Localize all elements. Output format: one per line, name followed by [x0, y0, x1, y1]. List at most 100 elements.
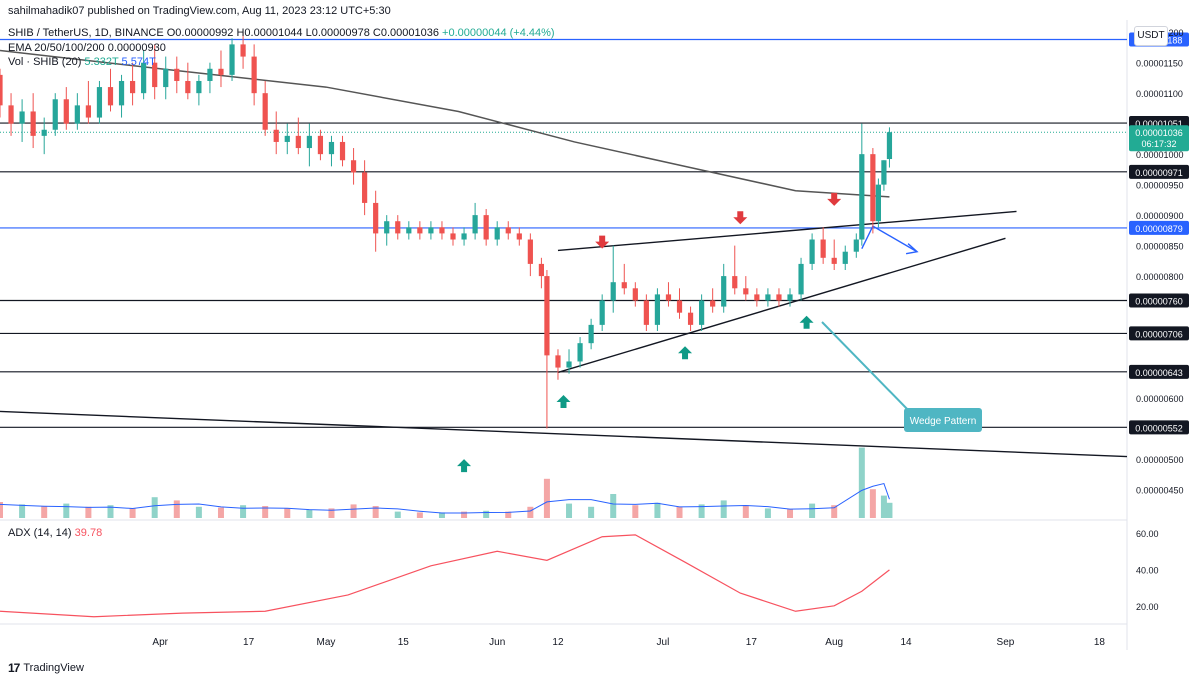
- candle-72: [787, 288, 793, 307]
- volume-bar-19: [416, 512, 423, 518]
- volume-bar-22: [483, 510, 490, 518]
- candle-body-8: [85, 105, 91, 118]
- candle-35: [384, 215, 390, 246]
- candle-24: [262, 80, 268, 136]
- volume-bar-29: [632, 505, 639, 518]
- candle-body-13: [141, 62, 147, 94]
- projection-arrowhead: [905, 243, 919, 255]
- x-tick-label-7: 17: [746, 637, 758, 648]
- candle-46: [505, 221, 511, 240]
- level-label-2: 0.00000971: [1135, 168, 1183, 178]
- candle-body-0: [0, 74, 3, 106]
- volume-bar-1: [19, 504, 26, 518]
- candle-body-49: [538, 263, 545, 277]
- candle-body-74: [809, 239, 815, 264]
- candle-67: [732, 245, 738, 295]
- candle-1: [8, 93, 14, 136]
- candle-body-14: [152, 62, 158, 88]
- volume-bar-31: [676, 506, 683, 518]
- level-label-4: 0.00000760: [1135, 296, 1183, 306]
- candle-55: [599, 294, 605, 331]
- candle-44: [483, 209, 489, 246]
- open-value: O0.00000992: [166, 27, 234, 39]
- level-tag-5: [1129, 326, 1189, 341]
- candle-9: [96, 80, 103, 124]
- volume-bar-8: [173, 500, 180, 518]
- trendline-2: [0, 410, 1128, 458]
- candle-15: [163, 56, 169, 100]
- last-price-label: 0.00001036: [1135, 128, 1183, 138]
- candle-body-83: [886, 132, 893, 160]
- candle-53: [577, 337, 583, 368]
- volume-bar-20: [438, 512, 445, 518]
- volume-bar-40: [869, 489, 876, 518]
- candle-30: [328, 135, 335, 167]
- volume-bar-30: [654, 502, 661, 518]
- adx-tick-label-2: 20.00: [1136, 602, 1159, 612]
- candle-10: [107, 68, 114, 112]
- candle-8: [85, 80, 91, 124]
- candle-body-78: [853, 239, 859, 252]
- candle-56: [610, 245, 616, 313]
- volume-bar-35: [764, 508, 771, 518]
- candle-48: [527, 233, 533, 277]
- candle-body-10: [107, 87, 114, 106]
- candle-65: [710, 288, 716, 313]
- volume-bar-25: [543, 478, 550, 518]
- symbol-label: SHIB / TetherUS, 1D, BINANCE: [8, 27, 164, 39]
- candle-63: [687, 306, 694, 331]
- volume-ma-line: [0, 482, 890, 514]
- candle-body-36: [395, 221, 401, 234]
- level-tag-6: [1129, 364, 1189, 379]
- high-value: H0.00001044: [236, 27, 303, 39]
- candle-body-26: [284, 135, 290, 142]
- candle-58: [632, 282, 638, 307]
- candle-25: [273, 111, 279, 155]
- candle-body-41: [450, 233, 456, 240]
- adx-value: 39.78: [74, 527, 103, 539]
- level-label-6: 0.00000643: [1135, 368, 1183, 378]
- candle-83: [886, 127, 893, 168]
- candle-body-67: [732, 276, 738, 289]
- volume-bar-10: [217, 507, 224, 518]
- candle-body-43: [472, 215, 478, 234]
- level-tag-7: [1129, 420, 1189, 435]
- candle-37: [406, 221, 412, 240]
- volume-bar-42: [886, 502, 893, 518]
- candle-11: [118, 74, 125, 118]
- candle-body-3: [30, 111, 36, 136]
- volume-bar-13: [284, 508, 291, 518]
- candle-16: [174, 56, 180, 94]
- adx-legend: ADX (14, 14) 39.78: [8, 527, 102, 539]
- volume-bar-38: [831, 505, 838, 518]
- change-value: +0.00000044 (+4.44%): [442, 27, 555, 39]
- volume-bar-34: [742, 505, 749, 518]
- candle-71: [776, 288, 782, 307]
- candle-66: [721, 263, 727, 313]
- candle-body-4: [41, 129, 47, 136]
- tradingview-logo[interactable]: 17 TradingView: [8, 661, 84, 675]
- candle-body-79: [859, 154, 865, 240]
- candle-body-11: [118, 80, 125, 106]
- adx-line: [0, 534, 890, 618]
- candle-body-51: [555, 355, 561, 368]
- candle-body-81: [875, 184, 881, 222]
- currency-button[interactable]: USDT: [1134, 26, 1168, 46]
- volume-bar-4: [85, 506, 92, 518]
- candle-42: [461, 227, 467, 246]
- y-tick-label-2: 0.00001100: [1136, 89, 1183, 99]
- candle-23: [251, 44, 257, 106]
- trendline-1: [557, 210, 1017, 252]
- ohlc-legend: SHIB / TetherUS, 1D, BINANCE O0.00000992…: [8, 27, 555, 39]
- volume-bar-32: [698, 504, 705, 518]
- candle-39: [428, 221, 434, 240]
- candle-body-66: [721, 276, 727, 307]
- candle-77: [842, 245, 848, 270]
- x-tick-label-10: Sep: [997, 637, 1015, 648]
- volume-bar-24: [527, 506, 534, 518]
- candle-26: [284, 123, 290, 155]
- candle-73: [798, 257, 804, 301]
- candle-38: [417, 221, 423, 240]
- candle-body-45: [494, 227, 500, 240]
